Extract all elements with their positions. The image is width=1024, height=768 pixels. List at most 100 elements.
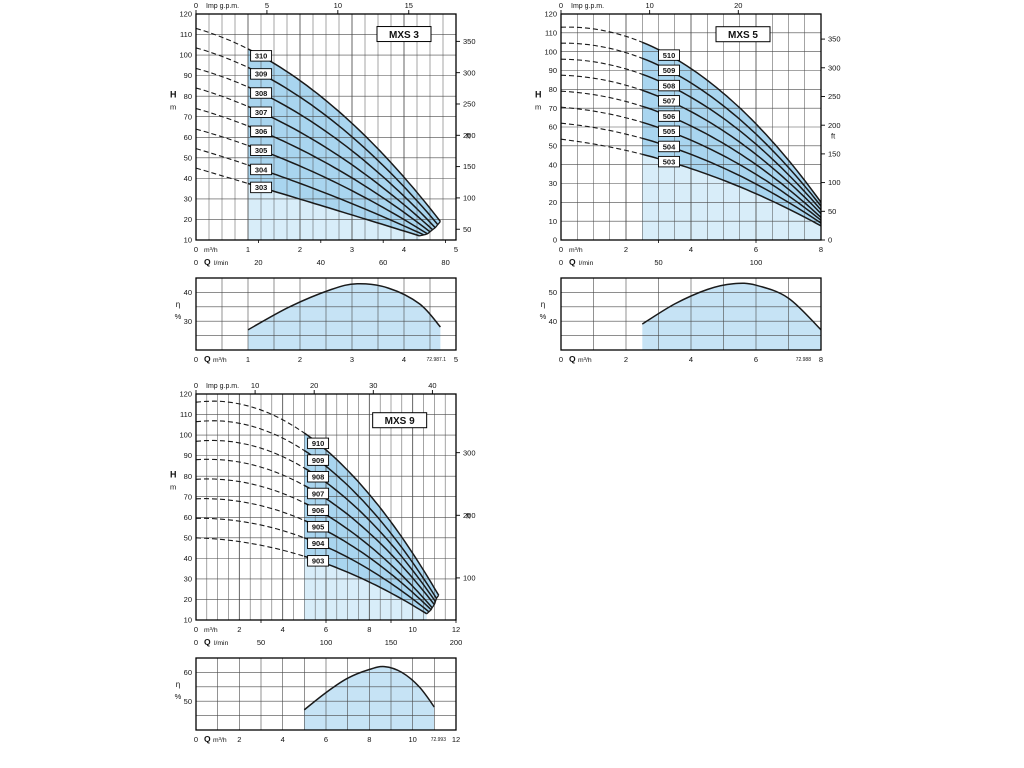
svg-text:4: 4	[402, 355, 406, 364]
svg-text:H: H	[170, 90, 177, 100]
svg-text:0: 0	[194, 638, 198, 647]
svg-text:310: 310	[255, 52, 268, 61]
svg-text:505: 505	[663, 127, 676, 136]
svg-text:Q: Q	[204, 354, 211, 364]
svg-text:50: 50	[549, 288, 557, 297]
svg-text:503: 503	[663, 157, 676, 166]
svg-text:303: 303	[255, 183, 268, 192]
svg-text:0: 0	[559, 1, 563, 10]
svg-text:ft: ft	[831, 131, 836, 140]
svg-text:70: 70	[549, 104, 557, 113]
svg-text:0: 0	[194, 381, 198, 390]
svg-text:m: m	[535, 103, 541, 112]
svg-text:307: 307	[255, 108, 268, 117]
svg-text:20: 20	[310, 381, 318, 390]
svg-text:110: 110	[180, 30, 192, 39]
svg-text:0: 0	[559, 245, 563, 254]
svg-text:150: 150	[463, 162, 476, 171]
svg-text:40: 40	[317, 258, 325, 267]
svg-text:8: 8	[819, 355, 823, 364]
svg-text:0: 0	[553, 236, 557, 245]
svg-text:1: 1	[246, 245, 250, 254]
svg-text:910: 910	[312, 439, 325, 448]
svg-text:40: 40	[184, 288, 192, 297]
svg-text:5: 5	[454, 355, 458, 364]
svg-text:2: 2	[624, 355, 628, 364]
svg-text:0: 0	[559, 258, 563, 267]
svg-text:305: 305	[255, 146, 268, 155]
svg-text:72.987.1: 72.987.1	[427, 357, 447, 363]
svg-text:m: m	[170, 483, 176, 492]
svg-text:903: 903	[312, 557, 325, 566]
svg-text:m³/h: m³/h	[204, 247, 218, 254]
svg-text:50: 50	[184, 153, 192, 162]
svg-text:%: %	[175, 692, 182, 701]
svg-text:2: 2	[298, 245, 302, 254]
svg-text:308: 308	[255, 89, 268, 98]
svg-text:110: 110	[180, 410, 192, 419]
svg-text:100: 100	[463, 574, 476, 583]
svg-text:40: 40	[184, 174, 192, 183]
svg-text:40: 40	[428, 381, 436, 390]
svg-text:4: 4	[281, 735, 285, 744]
svg-text:30: 30	[184, 317, 192, 326]
svg-text:120: 120	[544, 10, 557, 19]
svg-text:909: 909	[312, 456, 325, 465]
svg-text:5: 5	[265, 1, 269, 10]
svg-text:6: 6	[754, 245, 758, 254]
svg-text:0: 0	[194, 355, 198, 364]
svg-text:300: 300	[828, 63, 841, 72]
svg-text:80: 80	[441, 258, 449, 267]
svg-text:8: 8	[367, 735, 371, 744]
svg-text:300: 300	[463, 68, 476, 77]
svg-text:90: 90	[184, 71, 192, 80]
svg-text:508: 508	[663, 81, 676, 90]
svg-text:907: 907	[312, 489, 325, 498]
svg-text:10: 10	[251, 381, 259, 390]
svg-text:m: m	[170, 103, 176, 112]
svg-text:60: 60	[184, 513, 192, 522]
svg-text:3: 3	[350, 245, 354, 254]
svg-text:l/min: l/min	[579, 260, 594, 267]
svg-text:50: 50	[549, 141, 557, 150]
svg-text:Q: Q	[204, 637, 211, 647]
svg-text:Q: Q	[204, 257, 211, 267]
svg-text:2: 2	[237, 625, 241, 634]
svg-text:50: 50	[828, 207, 836, 216]
svg-text:20: 20	[734, 1, 742, 10]
svg-text:6: 6	[324, 735, 328, 744]
svg-text:120: 120	[179, 390, 192, 399]
svg-text:10: 10	[408, 735, 416, 744]
svg-text:100: 100	[463, 194, 476, 203]
svg-text:510: 510	[663, 51, 676, 60]
svg-text:Q: Q	[569, 354, 576, 364]
svg-text:0: 0	[194, 258, 198, 267]
svg-text:20: 20	[549, 198, 557, 207]
svg-text:250: 250	[463, 100, 476, 109]
svg-text:η: η	[541, 300, 545, 309]
svg-text:20: 20	[184, 215, 192, 224]
svg-text:309: 309	[255, 70, 268, 79]
svg-text:50: 50	[184, 697, 192, 706]
svg-text:6: 6	[754, 355, 758, 364]
svg-text:350: 350	[463, 37, 476, 46]
svg-text:70: 70	[184, 112, 192, 121]
svg-text:30: 30	[369, 381, 377, 390]
svg-text:0: 0	[194, 1, 198, 10]
svg-text:m³/h: m³/h	[578, 357, 592, 364]
svg-text:m³/h: m³/h	[213, 357, 227, 364]
svg-text:20: 20	[254, 258, 262, 267]
svg-text:1: 1	[246, 355, 250, 364]
svg-text:80: 80	[184, 472, 192, 481]
svg-text:80: 80	[549, 85, 557, 94]
svg-text:η: η	[176, 680, 180, 689]
svg-text:2: 2	[237, 735, 241, 744]
svg-text:15: 15	[405, 1, 413, 10]
svg-text:100: 100	[320, 638, 333, 647]
svg-text:10: 10	[184, 236, 192, 245]
svg-text:m³/h: m³/h	[204, 627, 218, 634]
svg-text:0: 0	[194, 735, 198, 744]
svg-text:250: 250	[828, 92, 841, 101]
svg-text:300: 300	[463, 448, 476, 457]
